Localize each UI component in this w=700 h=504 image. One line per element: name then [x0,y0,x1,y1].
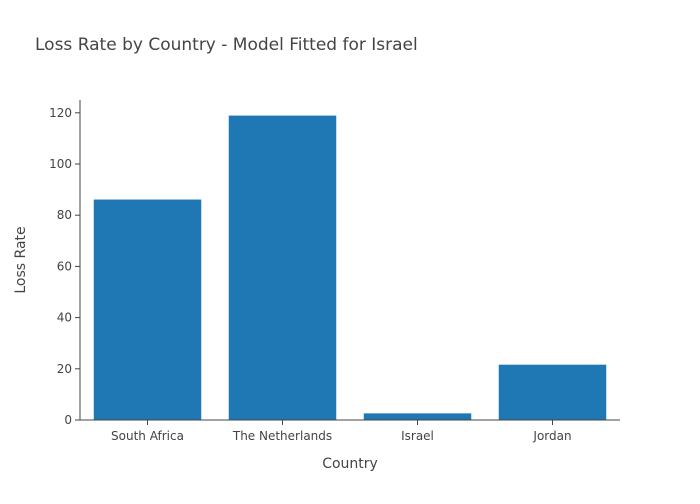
y-tick-label: 40 [57,311,72,325]
x-tick-label: Israel [401,429,434,443]
y-tick-label: 120 [49,106,72,120]
x-axis-title: Country [322,456,378,472]
y-axis-title: Loss Rate [13,226,29,293]
y-tick-label: 80 [57,208,72,222]
plot-area [93,115,607,421]
x-tick-label: South Africa [111,429,184,443]
y-tick-label: 20 [57,362,72,376]
y-tick-label: 0 [64,413,72,427]
bar-israel[interactable] [363,412,472,421]
x-axis-ticks: South Africa The Netherlands Israel Jordan [111,420,572,443]
x-tick-label: The Netherlands [232,429,332,443]
y-tick-label: 100 [49,157,72,171]
y-tick-label: 60 [57,259,72,273]
chart-title: Loss Rate by Country - Model Fitted for … [35,35,418,55]
x-tick-label: Jordan [532,429,571,443]
y-axis-ticks: 0 20 40 60 80 100 120 [49,106,80,427]
bar-jordan[interactable] [498,364,607,421]
bar-south-africa[interactable] [93,199,202,421]
bar-the-netherlands[interactable] [228,115,337,421]
